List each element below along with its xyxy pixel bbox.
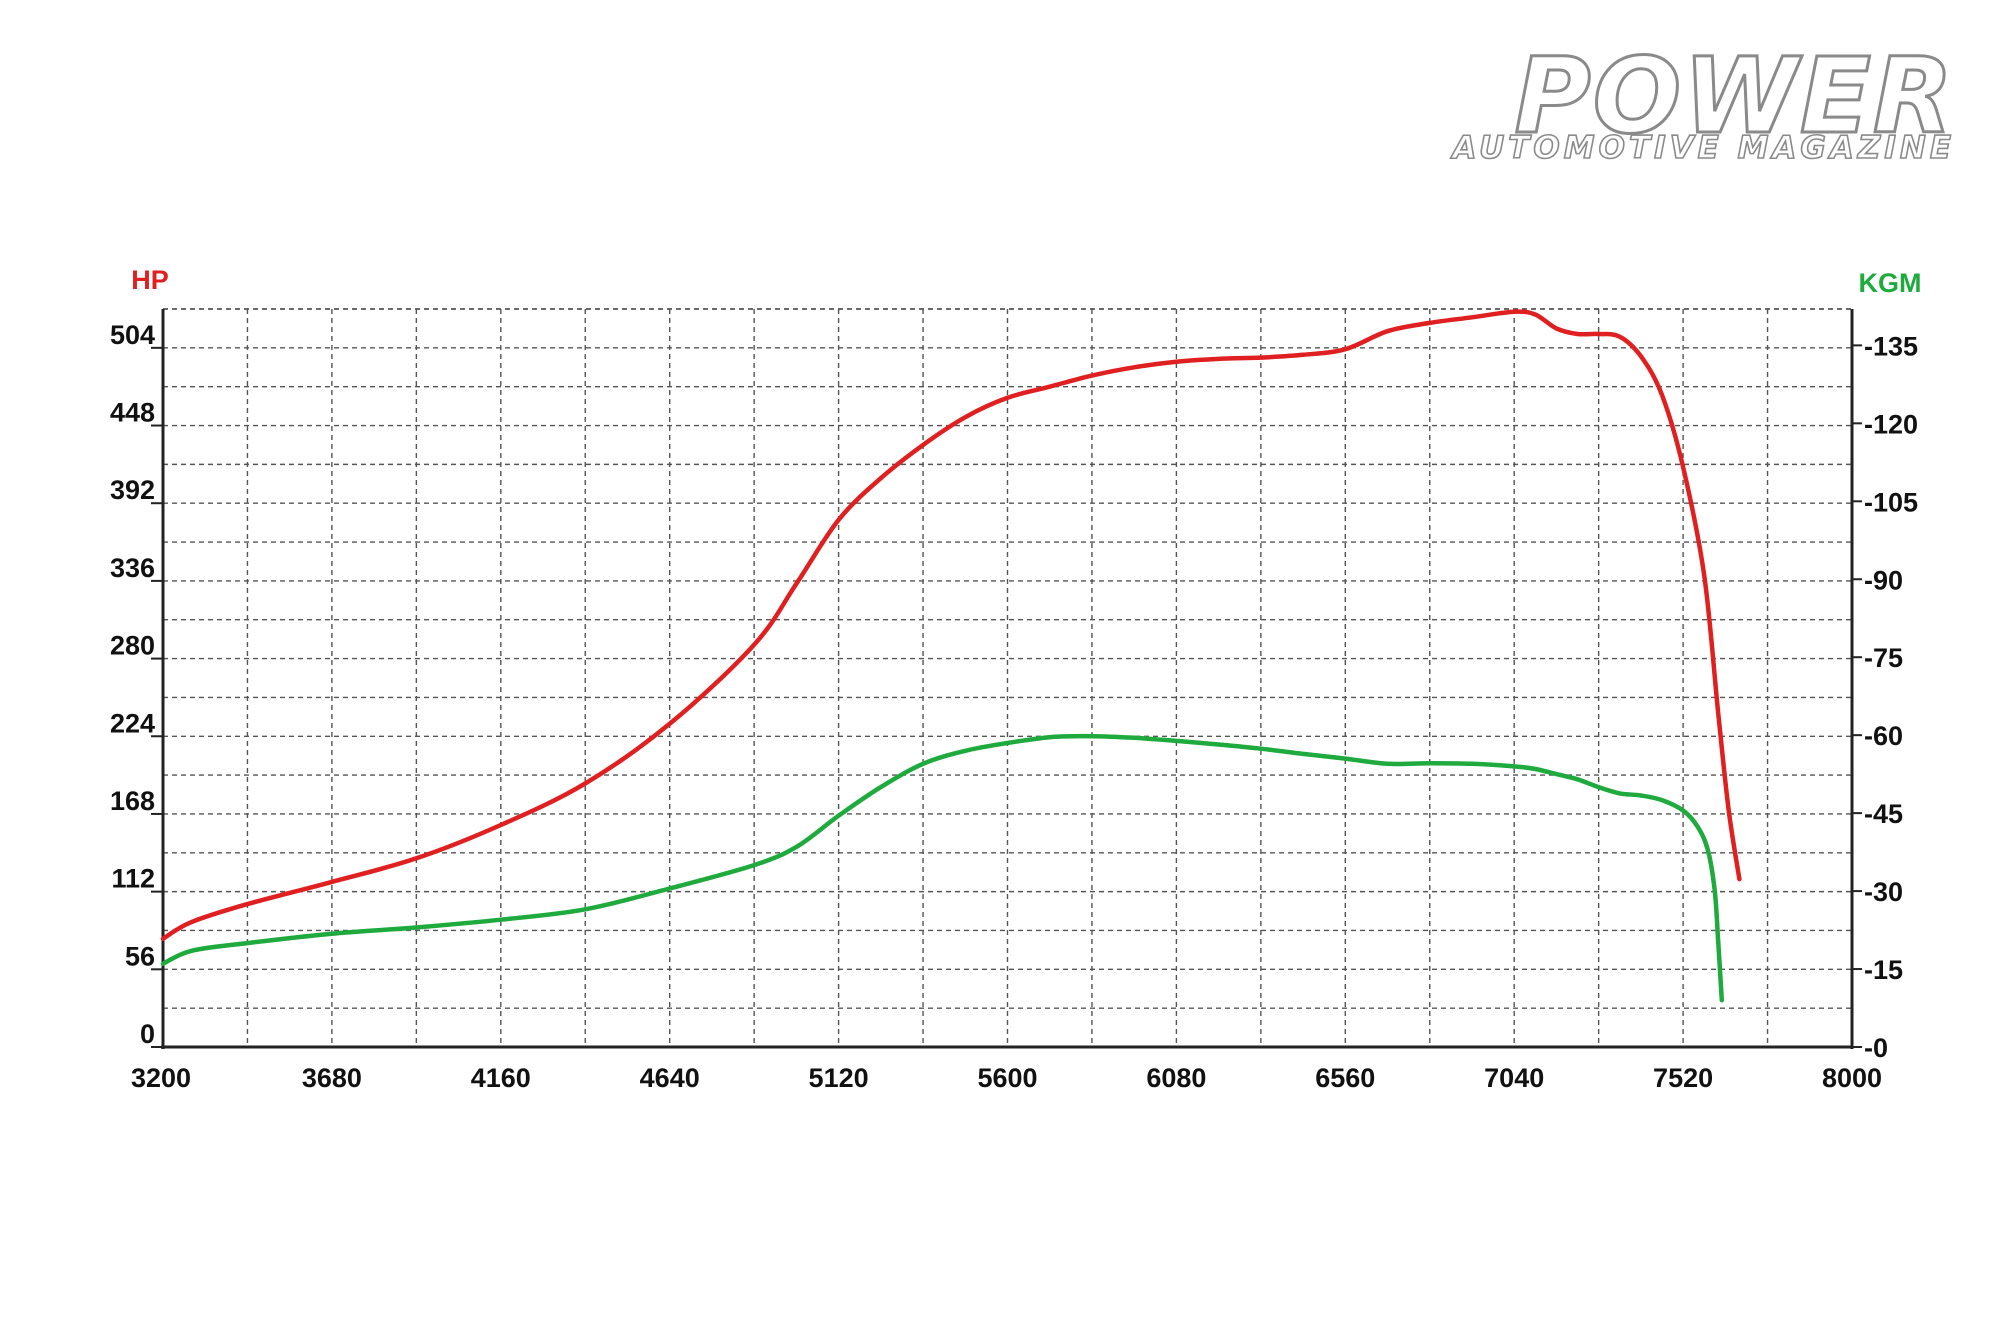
x-tick-label: 3200 [131, 1063, 191, 1093]
logo-title: POWER [1515, 35, 1955, 157]
logo-subtitle: AUTOMOTIVE MAGAZINE [1449, 130, 1955, 166]
x-tick-label: 5600 [977, 1063, 1037, 1093]
y-left-tick-label: 336 [110, 553, 155, 583]
y-left-tick-label: 280 [110, 631, 155, 661]
grid [163, 308, 1853, 1047]
y-left-tick-label: 168 [110, 786, 155, 816]
x-tick-label: 4160 [471, 1063, 531, 1093]
y-left-tick-label: 504 [110, 320, 155, 350]
x-tick-label: 5120 [809, 1063, 869, 1093]
axes [151, 309, 1862, 1049]
y-right-tick-label: -0 [1864, 1033, 1888, 1063]
y-left-tick-label: 112 [111, 864, 155, 894]
y-right-tick-label: -135 [1864, 331, 1918, 361]
y-right-tick-label: -75 [1864, 643, 1903, 673]
x-tick-label: 6560 [1315, 1063, 1375, 1093]
y-right-tick-label: -90 [1864, 565, 1903, 595]
torque-curve-line [160, 733, 1725, 1003]
x-tick-label: 8000 [1822, 1063, 1882, 1093]
y-right-tick-label: -105 [1864, 487, 1918, 517]
x-tick-label: 4640 [640, 1063, 700, 1093]
y-left-tick-label: 56 [125, 941, 155, 971]
y-left-tick-label: 224 [110, 708, 155, 738]
y-left-tick-label: 392 [110, 475, 155, 505]
tick-labels: 3200 3680 4160 4640 5120 5600 6080 6560 7040 7520… [110, 320, 1918, 1093]
y-right-tick-label: -15 [1864, 955, 1903, 985]
y-right-tick-label: -60 [1864, 721, 1903, 751]
x-tick-label: 7520 [1653, 1063, 1713, 1093]
power-logo: POWER AUTOMOTIVE MAGAZINE [1449, 34, 1955, 167]
x-tick-label: 3680 [302, 1063, 362, 1093]
y-right-tick-label: -120 [1864, 409, 1918, 439]
hp-curve-line [160, 309, 1742, 942]
x-tick-label: 7040 [1484, 1063, 1544, 1093]
y-left-tick-label: 448 [110, 398, 155, 428]
y-right-tick-label: -30 [1864, 877, 1903, 907]
y-left-tick-label: 0 [140, 1019, 155, 1049]
right-axis-unit-label: KGM [1859, 268, 1922, 298]
x-tick-label: 6080 [1146, 1063, 1206, 1093]
left-axis-unit-label: HP [131, 265, 169, 295]
series-lines [160, 309, 1742, 1003]
y-right-tick-label: -45 [1864, 799, 1903, 829]
